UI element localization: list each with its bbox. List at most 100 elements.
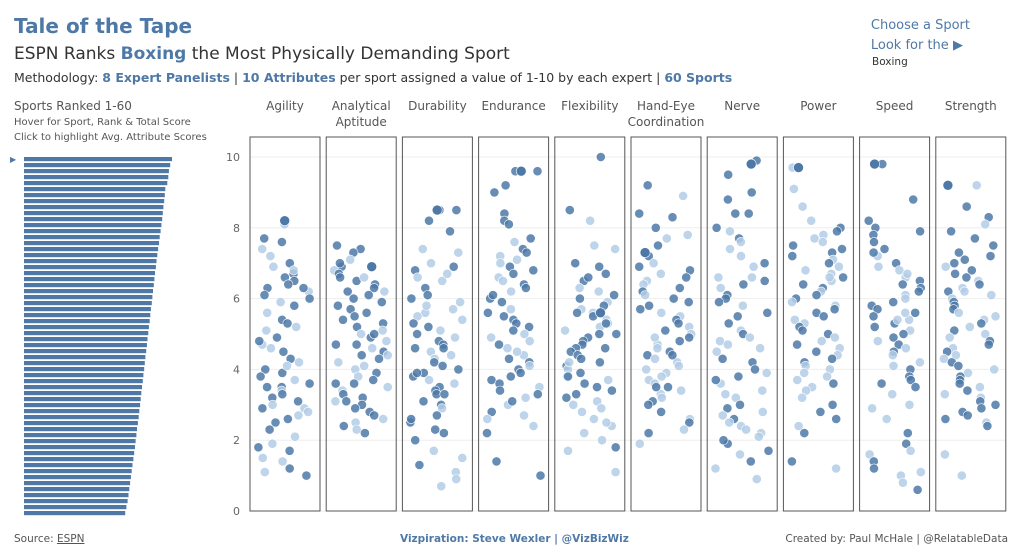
sport-dot[interactable] bbox=[975, 382, 985, 392]
sport-dot[interactable] bbox=[593, 286, 604, 297]
sport-dot[interactable] bbox=[412, 272, 423, 283]
rank-bar[interactable] bbox=[24, 169, 169, 174]
sport-dot[interactable] bbox=[954, 378, 965, 389]
sport-dot[interactable] bbox=[574, 283, 585, 293]
sport-dot[interactable] bbox=[735, 399, 745, 410]
sport-dot[interactable] bbox=[412, 367, 422, 378]
sport-dot[interactable] bbox=[809, 233, 820, 244]
sport-dot[interactable] bbox=[711, 222, 722, 233]
sport-dot[interactable] bbox=[722, 403, 733, 414]
rank-bar[interactable] bbox=[24, 355, 146, 360]
sport-dot[interactable] bbox=[651, 382, 662, 392]
sport-dot[interactable] bbox=[437, 275, 448, 286]
rank-bar[interactable] bbox=[24, 379, 143, 384]
rank-bar[interactable] bbox=[24, 367, 145, 372]
sport-dot[interactable] bbox=[799, 367, 810, 378]
rank-bar[interactable] bbox=[24, 223, 162, 228]
sport-dot[interactable] bbox=[806, 215, 817, 226]
sport-dot[interactable] bbox=[525, 233, 536, 244]
sport-dot[interactable] bbox=[799, 428, 810, 438]
rank-bar[interactable] bbox=[24, 409, 140, 414]
sport-dot[interactable] bbox=[902, 428, 913, 438]
sport-dot[interactable] bbox=[520, 392, 531, 403]
sport-dot[interactable] bbox=[971, 180, 982, 191]
sport-dot[interactable] bbox=[524, 336, 535, 346]
sport-dot[interactable] bbox=[264, 424, 275, 435]
sport-dot[interactable] bbox=[563, 371, 573, 382]
sport-dot[interactable] bbox=[600, 268, 611, 279]
sport-dot[interactable] bbox=[648, 258, 659, 269]
sport-dot[interactable] bbox=[757, 406, 768, 417]
rank-bar[interactable] bbox=[24, 295, 153, 300]
sport-dot[interactable] bbox=[288, 265, 299, 276]
sport-dot[interactable] bbox=[561, 392, 572, 403]
sport-dot[interactable] bbox=[985, 251, 996, 261]
sport-dot[interactable] bbox=[498, 311, 509, 322]
sport-dot[interactable] bbox=[359, 360, 370, 371]
sport-dot[interactable] bbox=[410, 343, 420, 354]
sport-dot[interactable] bbox=[448, 261, 459, 272]
sport-dot[interactable] bbox=[668, 293, 679, 304]
sport-dot[interactable] bbox=[634, 261, 645, 272]
sport-dot[interactable] bbox=[634, 438, 645, 449]
sport-dot[interactable] bbox=[986, 290, 997, 300]
sport-dot[interactable] bbox=[733, 371, 744, 382]
sport-dot[interactable] bbox=[406, 293, 417, 304]
sport-dot[interactable] bbox=[455, 297, 465, 307]
sport-dot[interactable] bbox=[528, 265, 539, 276]
sport-dot[interactable] bbox=[732, 311, 743, 322]
sport-dot[interactable] bbox=[832, 226, 842, 237]
rank-bar[interactable] bbox=[24, 469, 132, 474]
sport-dot[interactable] bbox=[652, 343, 663, 354]
sport-dot[interactable] bbox=[270, 417, 281, 428]
rank-bar[interactable] bbox=[24, 283, 154, 288]
sport-dot[interactable] bbox=[888, 297, 899, 307]
sport-dot[interactable] bbox=[496, 297, 507, 307]
rank-bar[interactable] bbox=[24, 361, 145, 366]
sport-dot[interactable] bbox=[901, 438, 912, 449]
sport-dot[interactable] bbox=[301, 470, 312, 481]
sport-dot[interactable] bbox=[787, 456, 797, 467]
sport-dot[interactable] bbox=[495, 385, 505, 396]
sport-dot[interactable] bbox=[970, 233, 980, 244]
rank-bar[interactable] bbox=[24, 157, 172, 162]
sport-dot[interactable] bbox=[406, 414, 416, 424]
sport-dot[interactable] bbox=[333, 357, 344, 368]
sport-dot[interactable] bbox=[282, 318, 293, 329]
sport-dot[interactable] bbox=[356, 350, 367, 361]
sport-dot[interactable] bbox=[908, 194, 919, 205]
selected-sport-value[interactable]: Boxing bbox=[872, 56, 908, 68]
sport-dot[interactable] bbox=[512, 254, 522, 265]
sport-dot[interactable] bbox=[356, 329, 366, 339]
sport-dot[interactable] bbox=[451, 474, 462, 484]
sport-dot[interactable] bbox=[684, 417, 695, 428]
rank-bar[interactable] bbox=[24, 493, 129, 498]
sport-dot[interactable] bbox=[830, 332, 840, 343]
rank-bar[interactable] bbox=[24, 163, 171, 168]
sport-dot[interactable] bbox=[904, 399, 915, 410]
sport-dot[interactable] bbox=[282, 360, 292, 371]
sport-dot[interactable] bbox=[453, 364, 464, 375]
sport-dot[interactable] bbox=[797, 201, 808, 212]
sport-dot[interactable] bbox=[717, 410, 728, 421]
sport-dot[interactable] bbox=[363, 290, 374, 300]
sport-dot[interactable] bbox=[378, 414, 389, 424]
rank-bar[interactable] bbox=[24, 187, 166, 192]
sport-dot[interactable] bbox=[260, 364, 271, 375]
sport-dot[interactable] bbox=[887, 389, 898, 400]
sport-dot[interactable] bbox=[730, 208, 741, 219]
sport-dot[interactable] bbox=[660, 325, 671, 336]
sport-dot[interactable] bbox=[674, 336, 685, 346]
rank-bar[interactable] bbox=[24, 193, 165, 198]
sport-dot[interactable] bbox=[338, 421, 349, 431]
sport-dot[interactable] bbox=[667, 212, 678, 223]
sport-dot[interactable] bbox=[787, 251, 798, 261]
sport-dot[interactable] bbox=[563, 445, 573, 456]
sport-dot[interactable] bbox=[289, 300, 300, 311]
sport-dot[interactable] bbox=[867, 403, 877, 414]
rank-bar[interactable] bbox=[24, 487, 130, 492]
sport-dot[interactable] bbox=[429, 357, 440, 368]
sport-dot[interactable] bbox=[964, 321, 975, 332]
sport-dot[interactable] bbox=[607, 385, 617, 396]
sport-dot[interactable] bbox=[603, 375, 614, 385]
